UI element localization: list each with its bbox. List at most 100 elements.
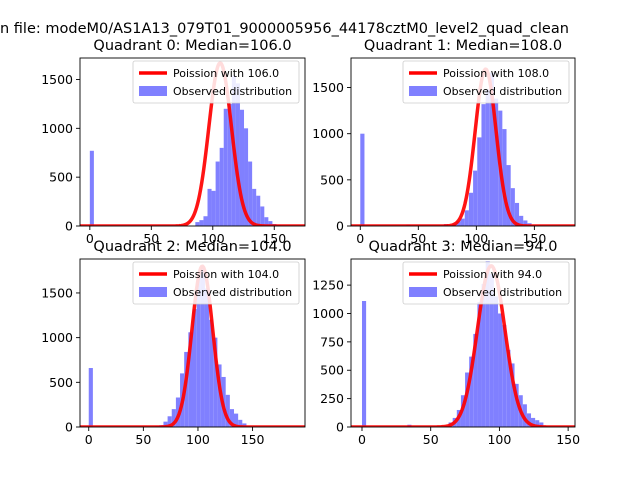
histogram-bar xyxy=(244,128,249,226)
histogram-bar xyxy=(234,413,239,427)
histogram-bar xyxy=(460,218,465,226)
histogram-bar xyxy=(88,368,93,427)
legend-label-observed: Observed distribution xyxy=(173,85,292,98)
histogram-bar xyxy=(526,413,532,427)
histogram-bar xyxy=(229,409,235,427)
histogram-bar xyxy=(89,150,94,226)
histogram-bar xyxy=(477,302,482,427)
histogram-bar xyxy=(361,301,367,427)
histogram-bar xyxy=(493,296,499,427)
y-tick-label: 750 xyxy=(320,334,344,349)
histogram-bar xyxy=(502,324,507,427)
histogram-bar xyxy=(195,222,200,226)
y-tick-label: 1000 xyxy=(41,121,73,136)
legend-swatch-observed xyxy=(139,86,167,96)
histogram-bar xyxy=(489,72,494,226)
legend-label-observed: Observed distribution xyxy=(443,85,562,98)
histogram-bar xyxy=(539,422,544,427)
figure-suptitle: n file: modeM0/AS1A13_079T01_9000005956_… xyxy=(0,21,569,37)
legend-label-poisson: Poission with 104.0 xyxy=(173,268,279,281)
plot-area xyxy=(351,261,575,427)
axes-frame xyxy=(350,258,576,428)
y-tick-label: 1000 xyxy=(312,306,344,321)
histogram-bar xyxy=(514,383,519,427)
axes-frame xyxy=(350,57,576,227)
histogram-bar xyxy=(519,215,524,226)
y-tick-label: 0 xyxy=(336,219,344,234)
histogram-bar xyxy=(219,147,224,226)
histogram-bar xyxy=(256,195,261,226)
poisson-curve xyxy=(351,67,575,226)
x-tick-label: 100 xyxy=(186,432,210,447)
histogram-bar xyxy=(477,137,482,226)
legend-swatch-observed xyxy=(409,287,437,297)
legend-label-poisson: Poission with 106.0 xyxy=(173,67,279,80)
y-tick-label: 250 xyxy=(320,391,344,406)
histogram-bar xyxy=(456,221,461,226)
legend-label-poisson: Poission with 108.0 xyxy=(443,67,549,80)
x-tick-label: 50 xyxy=(410,231,426,246)
legend-swatch-observed xyxy=(139,287,167,297)
legend-swatch-observed xyxy=(409,86,437,96)
histogram-bar xyxy=(227,103,232,226)
y-tick-label: 1500 xyxy=(312,80,344,95)
x-tick-label: 150 xyxy=(262,231,286,246)
histogram-bar xyxy=(468,192,474,226)
histogram-bar xyxy=(489,273,494,427)
histogram-bar xyxy=(523,220,528,226)
y-tick-label: 0 xyxy=(65,420,73,435)
histogram-bar xyxy=(223,108,228,226)
histogram-bar xyxy=(264,217,269,226)
histogram-bar xyxy=(481,283,486,427)
legend-box xyxy=(132,261,300,305)
x-tick-label: 0 xyxy=(86,231,94,246)
y-tick-label: 1250 xyxy=(312,278,344,293)
panel-3: 0 50 100 150 0 250 500 750 1000 1250 Poission with… xyxy=(312,239,580,447)
legend-label-observed: Observed distribution xyxy=(173,286,292,299)
y-tick-label: 1500 xyxy=(41,285,73,300)
y-tick-label: 1500 xyxy=(41,72,73,87)
axes-frame xyxy=(79,57,306,227)
histogram-bar xyxy=(199,220,204,226)
histogram-bar xyxy=(506,165,511,226)
plot-area xyxy=(351,67,575,226)
plot-area xyxy=(80,61,305,226)
histogram-bar xyxy=(485,89,490,226)
histogram-bar xyxy=(464,210,469,226)
x-tick-label: 50 xyxy=(143,231,159,246)
x-tick-label: 50 xyxy=(423,432,439,447)
y-tick-label: 500 xyxy=(320,363,344,378)
poisson-curve xyxy=(351,264,575,427)
histogram-bar xyxy=(531,417,536,427)
histogram-bar xyxy=(239,109,245,226)
histogram-bar xyxy=(213,337,218,427)
histogram-bar xyxy=(211,190,216,226)
x-tick-label: 150 xyxy=(241,432,265,447)
x-tick-label: 0 xyxy=(358,432,366,447)
y-tick-label: 0 xyxy=(336,420,344,435)
histogram-bar xyxy=(514,202,520,226)
histogram-bar xyxy=(473,333,478,427)
x-tick-label: 0 xyxy=(85,432,93,447)
histogram-bar xyxy=(192,309,197,427)
panel-title: Quadrant 2: Median=104.0 xyxy=(93,239,291,255)
legend-box xyxy=(402,261,570,305)
histogram-bar xyxy=(498,313,503,427)
histogram-bar xyxy=(485,261,490,427)
x-tick-label: 100 xyxy=(487,432,511,447)
histogram-bar xyxy=(522,404,527,427)
histogram-bar xyxy=(204,288,210,427)
panel-title: Quadrant 3: Median=94.0 xyxy=(369,239,558,255)
histogram-bar xyxy=(493,98,499,226)
histogram-bar xyxy=(203,216,208,226)
histogram-bar xyxy=(209,319,214,427)
histogram-bar xyxy=(469,356,474,427)
histogram-bar xyxy=(268,221,273,226)
histogram-bar xyxy=(163,421,168,427)
histogram-bar xyxy=(235,83,240,226)
legend-box xyxy=(402,60,570,104)
panel-title: Quadrant 1: Median=108.0 xyxy=(364,38,562,54)
x-tick-label: 150 xyxy=(522,231,546,246)
